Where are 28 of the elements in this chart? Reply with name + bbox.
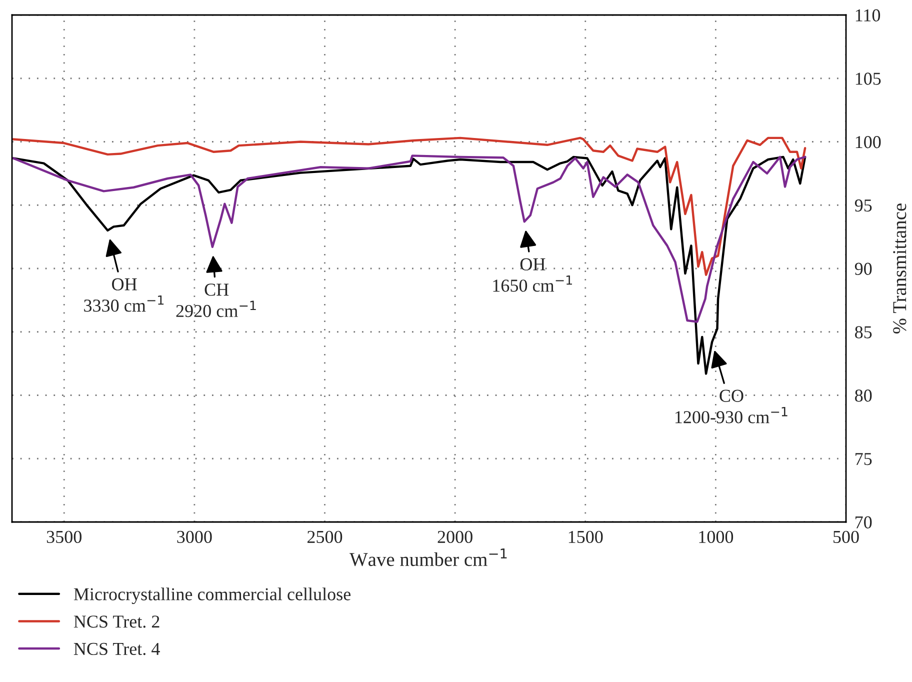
y-axis-title: % Transmittance <box>893 204 906 334</box>
annotation: OH 3330 cm$^{−1}$ <box>84 278 164 312</box>
x-tick-label: 3000 <box>177 530 212 544</box>
y-tick-label: 70 <box>856 516 872 528</box>
line-series <box>12 154 806 323</box>
y-tick-label: 100 <box>856 136 881 148</box>
y-tick-label: 110 <box>856 9 880 22</box>
x-tick-label: 2000 <box>438 530 472 544</box>
annotation: OH 1650 cm$^{−1}$ <box>493 258 572 292</box>
legend-label: NCS Tret. 2 <box>74 616 160 628</box>
y-tick-label: 85 <box>855 326 872 338</box>
x-tick-label: 3500 <box>46 530 82 544</box>
y-tick-label: 90 <box>854 262 872 275</box>
annotation: CH 2920 cm$^{−1}$ <box>176 284 256 318</box>
x-axis-title: Wave number cm$^{−1}$ <box>349 548 507 566</box>
x-tick-label: 2500 <box>307 530 342 544</box>
y-tick-label: 80 <box>855 390 872 402</box>
x-tick-label: 500 <box>834 530 859 544</box>
line-series <box>12 156 806 375</box>
line-series <box>12 136 806 276</box>
annotation: CO 1200-930 cm$^{−1}$ <box>675 390 788 424</box>
y-tick-label: 75 <box>856 453 872 466</box>
x-tick-label: 1000 <box>699 530 734 544</box>
legend-label: Microcrystalline commercial cellulose <box>74 588 351 604</box>
x-tick-label: 1500 <box>568 530 603 544</box>
y-tick-label: 95 <box>854 199 872 212</box>
legend-label: NCS Tret. 4 <box>74 642 160 656</box>
y-tick-label: 105 <box>856 72 881 85</box>
